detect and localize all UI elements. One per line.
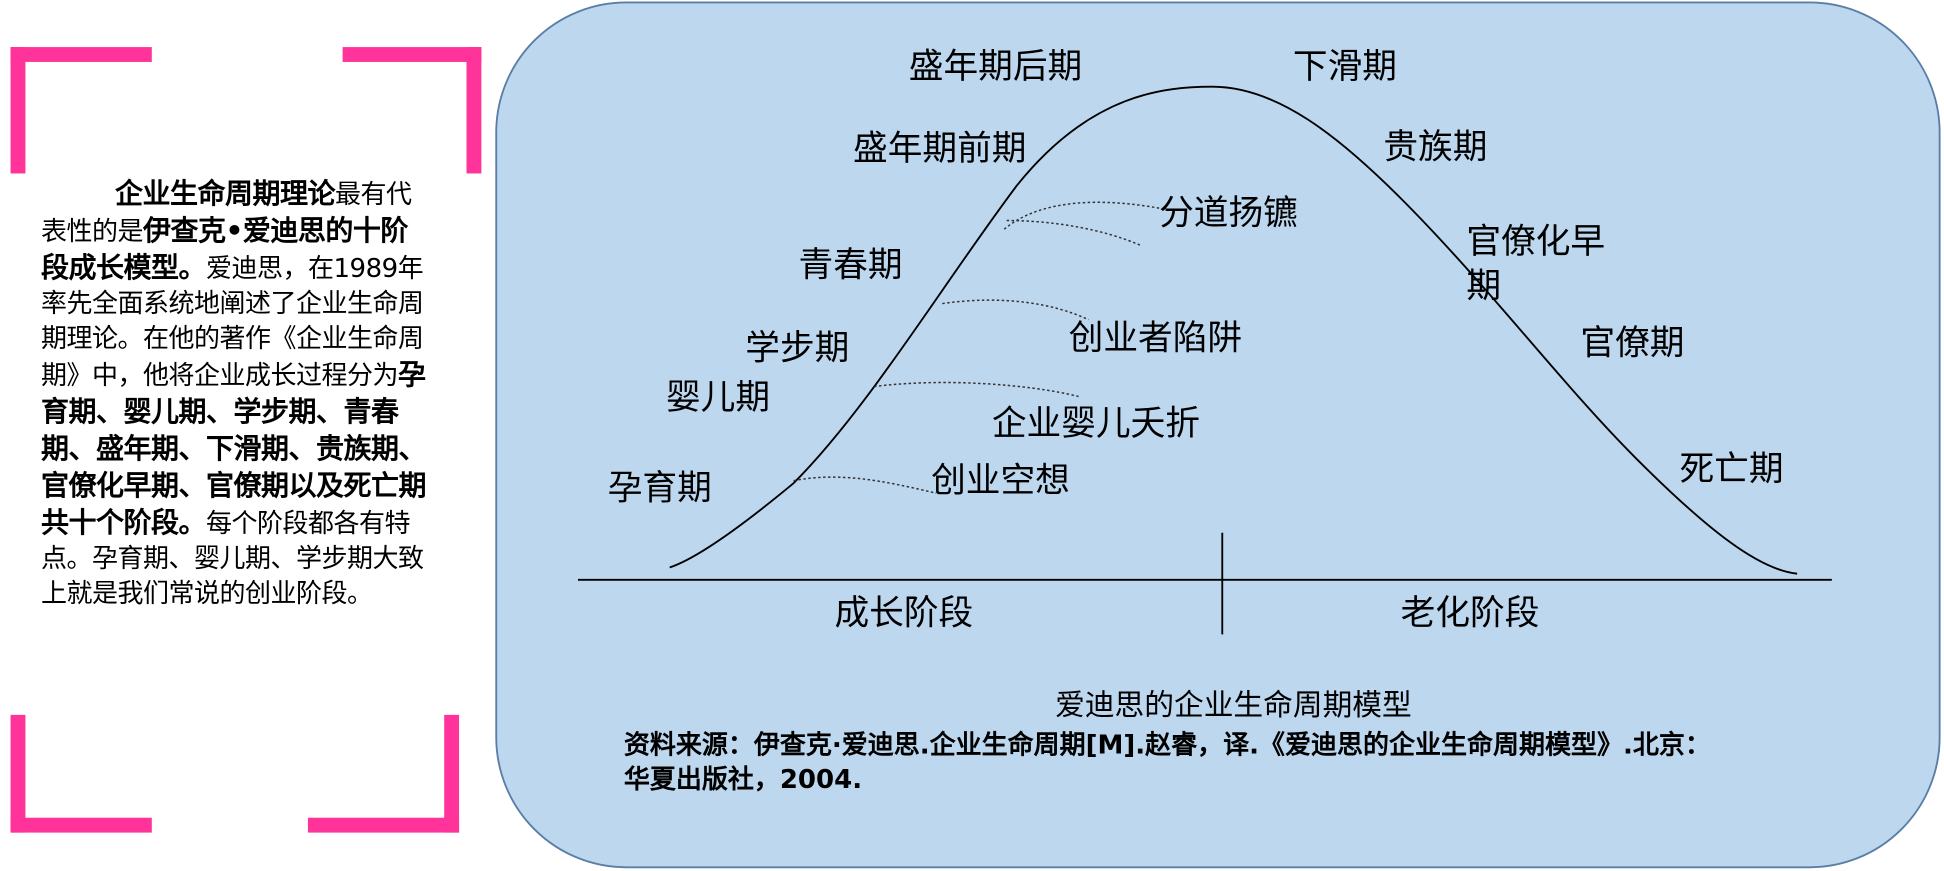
source-line: 华夏出版社，2004. bbox=[624, 764, 862, 795]
phase-label: 青春期 bbox=[799, 245, 903, 285]
trap-label: 创业空想 bbox=[931, 461, 1070, 501]
phase-label: 婴儿期 bbox=[666, 378, 770, 418]
phase-label-line: 下滑期 bbox=[1293, 47, 1397, 87]
phase-label: 学步期 bbox=[745, 328, 849, 368]
phase-label-line: 孕育期 bbox=[608, 468, 712, 508]
phase-label: 官僚化早期 bbox=[1466, 222, 1605, 307]
phase-label: 死亡期 bbox=[1679, 450, 1783, 490]
phase-label-line: 青春期 bbox=[799, 245, 903, 285]
stage-label: 老化阶段 bbox=[1401, 593, 1540, 633]
phase-label: 盛年期前期 bbox=[853, 129, 1026, 169]
phase-label-line: 贵族期 bbox=[1383, 128, 1487, 168]
phase-label-line: 盛年期后期 bbox=[909, 47, 1082, 87]
phase-label: 官僚期 bbox=[1580, 323, 1684, 363]
caption: 爱迪思的企业生命周期模型 bbox=[1055, 688, 1412, 723]
lifecycle-curve bbox=[669, 85, 1798, 575]
diagram-panel bbox=[495, 1, 1941, 869]
intro-run: 最有代表性的是 bbox=[41, 180, 412, 247]
brackets bbox=[10, 47, 482, 833]
intro-text: 企业生命周期理论最有代表性的是伊查克•爱迪思的十阶段成长模型。爱迪思，在1989… bbox=[41, 176, 433, 612]
intro-run: 企业生命周期理论 bbox=[115, 177, 336, 210]
source-line: 资料来源：伊查克·爱迪思.企业生命周期[M].赵睿，译.《爱迪思的企业生命周期模… bbox=[624, 729, 1711, 760]
trap-leaders bbox=[793, 201, 1160, 494]
phase-label: 贵族期 bbox=[1383, 128, 1487, 168]
phase-label-line: 死亡期 bbox=[1679, 450, 1783, 490]
phase-label-line: 盛年期前期 bbox=[853, 129, 1026, 169]
phase-label-line: 学步期 bbox=[745, 328, 849, 368]
intro-run: 孕育期、婴儿期、学步期、青春期、盛年期、下滑期、贵族期、官僚化早期、官僚期以及死… bbox=[41, 358, 427, 539]
phase-label: 孕育期 bbox=[608, 468, 712, 508]
phase-label-line: 婴儿期 bbox=[666, 378, 770, 418]
trap-label: 创业者陷阱 bbox=[1069, 318, 1242, 358]
phase-label-line: 官僚化早 bbox=[1466, 222, 1605, 262]
trap-label: 企业婴儿夭折 bbox=[992, 404, 1200, 444]
stage-label: 成长阶段 bbox=[834, 593, 973, 633]
phase-label: 盛年期后期 bbox=[909, 47, 1082, 87]
intro-run: 伊查克•爱迪思的十阶段成长模型。 bbox=[41, 214, 408, 284]
phase-label-line: 期 bbox=[1466, 266, 1501, 306]
phase-label-line: 官僚期 bbox=[1580, 323, 1684, 363]
intro-run: 每个阶段都各有特点。孕育期、婴儿期、学步期大致上就是我们常说的创业阶段。 bbox=[41, 509, 424, 609]
phase-label: 下滑期 bbox=[1293, 47, 1397, 87]
intro-run: 爱迪思，在1989年率先全面系统地阐述了企业生命周期理论。在他的著作《企业生命周… bbox=[41, 254, 424, 391]
trap-label: 分道扬镳 bbox=[1159, 193, 1298, 233]
